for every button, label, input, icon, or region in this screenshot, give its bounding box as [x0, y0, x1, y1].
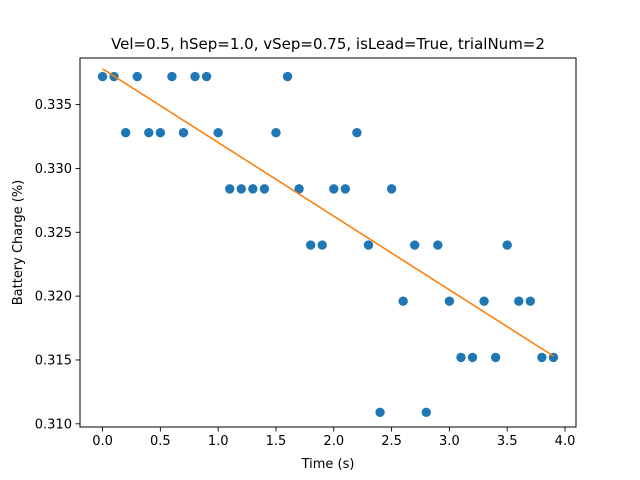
data-point	[433, 240, 443, 250]
data-point	[375, 407, 385, 418]
data-point	[363, 240, 374, 250]
x-tick-label: 1.0	[208, 434, 229, 449]
data-point	[144, 127, 154, 138]
y-tick-label: 0.320	[35, 290, 72, 305]
data-point	[467, 352, 478, 363]
data-point	[502, 240, 512, 250]
data-point	[305, 240, 316, 250]
x-tick-label: 2.0	[323, 434, 344, 449]
data-point	[213, 127, 223, 138]
x-tick-label: 1.5	[266, 434, 287, 449]
x-axis-label: Time (s)	[301, 457, 355, 472]
x-tick-label: 3.0	[439, 434, 460, 449]
data-point	[259, 184, 270, 194]
x-tick-label: 3.5	[497, 434, 518, 449]
data-point	[167, 71, 177, 82]
x-tick-label: 0.0	[92, 434, 113, 449]
data-point	[537, 352, 547, 363]
plot-area	[97, 68, 559, 418]
data-point	[271, 127, 281, 138]
data-point	[294, 184, 304, 194]
y-axis-label: Battery Charge (%)	[11, 180, 26, 306]
x-axis: 0.0 0.5 1.0 1.5 2.0 2.5 3.0 3.5 4.0	[92, 427, 575, 449]
data-point	[201, 71, 212, 82]
data-point	[155, 127, 166, 138]
data-point	[120, 127, 131, 138]
data-point	[479, 296, 489, 306]
data-point	[329, 184, 339, 194]
x-tick-label: 2.5	[381, 434, 402, 449]
trend-line	[102, 68, 554, 357]
data-point	[340, 184, 351, 194]
data-point	[410, 240, 420, 250]
y-axis: 0.310 0.315 0.320 0.325 0.330 0.335	[35, 98, 80, 432]
y-tick-label: 0.315	[35, 353, 72, 368]
data-point	[178, 127, 189, 138]
y-tick-label: 0.325	[35, 226, 72, 241]
data-point	[421, 407, 431, 418]
data-point	[490, 352, 501, 363]
data-point	[456, 352, 466, 363]
x-tick-label: 0.5	[150, 434, 171, 449]
y-tick-label: 0.335	[35, 98, 72, 113]
x-tick-label: 4.0	[555, 434, 576, 449]
data-point	[514, 296, 524, 306]
data-point	[398, 296, 408, 306]
axes-frame	[79, 57, 577, 428]
data-point	[132, 71, 142, 82]
data-point	[525, 296, 536, 306]
data-point	[248, 184, 258, 194]
data-point	[317, 240, 327, 250]
y-tick-label: 0.330	[35, 162, 72, 177]
data-point	[444, 296, 455, 306]
y-tick-label: 0.310	[35, 417, 72, 432]
data-point	[190, 71, 200, 82]
data-point	[236, 184, 246, 194]
data-point	[225, 184, 235, 194]
chart-title: Vel=0.5, hSep=1.0, vSep=0.75, isLead=Tru…	[111, 35, 545, 53]
data-point	[97, 71, 108, 82]
data-point	[352, 127, 362, 138]
data-point	[282, 71, 293, 82]
data-point	[386, 184, 397, 194]
